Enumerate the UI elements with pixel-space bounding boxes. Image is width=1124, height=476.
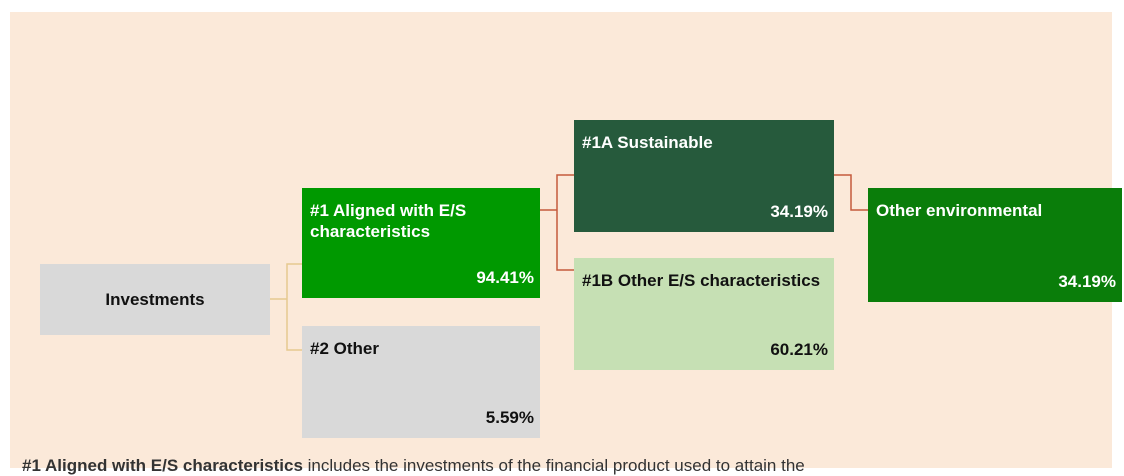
node-label: #2 Other: [310, 339, 379, 358]
node-other-environmental: Other environmental 34.19%: [868, 188, 1122, 302]
node-value: 34.19%: [770, 202, 828, 221]
node-label: Investments: [105, 289, 205, 309]
connector: [556, 174, 574, 271]
node-value: 60.21%: [770, 340, 828, 359]
node-label: Other environmental: [876, 201, 1043, 220]
node-other-es: #1B Other E/S characteristics 60.21%: [574, 258, 834, 370]
node-label: #1B Other E/S characteristics: [582, 271, 821, 290]
node-investments: Investments: [40, 264, 270, 335]
node-value: 34.19%: [1058, 272, 1116, 291]
footnote: #1 Aligned with E/S characteristics incl…: [22, 456, 805, 476]
connector: [286, 263, 302, 351]
footnote-text: includes the investments of the financia…: [302, 456, 805, 475]
node-label: #1 Aligned with E/S characteristics: [310, 201, 467, 241]
node-other: #2 Other 5.59%: [302, 326, 540, 438]
node-value: 5.59%: [485, 408, 534, 427]
connector: [834, 174, 868, 211]
node-sustainable: #1A Sustainable 34.19%: [574, 120, 834, 232]
footnote-term: #1 Aligned with E/S characteristics: [22, 456, 303, 475]
node-value: 94.41%: [476, 268, 534, 287]
node-aligned: #1 Aligned with E/S characteristics 94.4…: [302, 188, 540, 298]
node-label: #1A Sustainable: [582, 133, 713, 152]
